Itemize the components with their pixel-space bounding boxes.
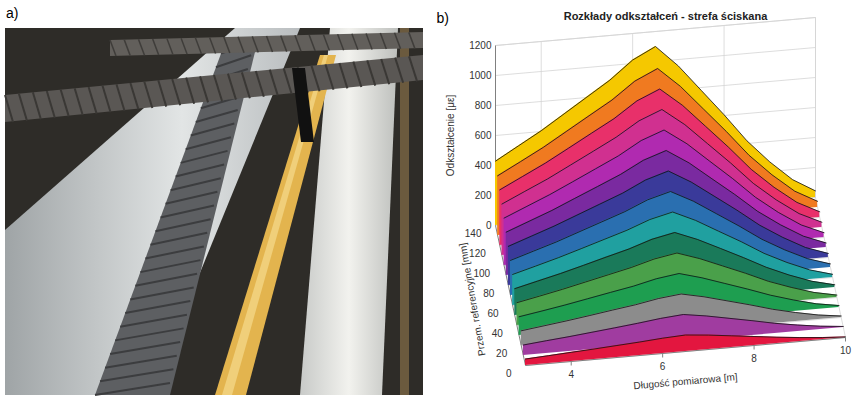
svg-text:800: 800 — [475, 100, 492, 111]
svg-text:6: 6 — [660, 361, 666, 372]
svg-text:80: 80 — [483, 288, 495, 299]
svg-text:4: 4 — [568, 369, 574, 380]
svg-text:200: 200 — [475, 190, 492, 201]
svg-text:20: 20 — [496, 348, 508, 359]
svg-text:Długość pomiarowa [m]: Długość pomiarowa [m] — [633, 371, 738, 391]
svg-text:b): b) — [437, 10, 449, 26]
svg-text:400: 400 — [475, 160, 492, 171]
svg-text:100: 100 — [473, 268, 490, 279]
svg-text:40: 40 — [492, 328, 504, 339]
svg-text:Odkształcenie [με]: Odkształcenie [με] — [445, 95, 456, 177]
svg-text:0: 0 — [486, 220, 492, 231]
svg-text:a): a) — [6, 5, 18, 21]
svg-text:140: 140 — [465, 228, 482, 239]
svg-text:8: 8 — [751, 353, 757, 364]
svg-text:0: 0 — [506, 368, 512, 379]
svg-text:120: 120 — [469, 248, 486, 259]
svg-text:10: 10 — [840, 345, 852, 356]
svg-text:Rozkłady odkształceń - strefa: Rozkłady odkształceń - strefa ściskana — [564, 10, 768, 22]
svg-text:60: 60 — [488, 308, 500, 319]
svg-text:600: 600 — [475, 130, 492, 141]
svg-text:1200: 1200 — [469, 40, 492, 51]
svg-text:Przem. referencyjne [mm]: Przem. referencyjne [mm] — [457, 242, 488, 357]
svg-text:1000: 1000 — [469, 70, 492, 81]
